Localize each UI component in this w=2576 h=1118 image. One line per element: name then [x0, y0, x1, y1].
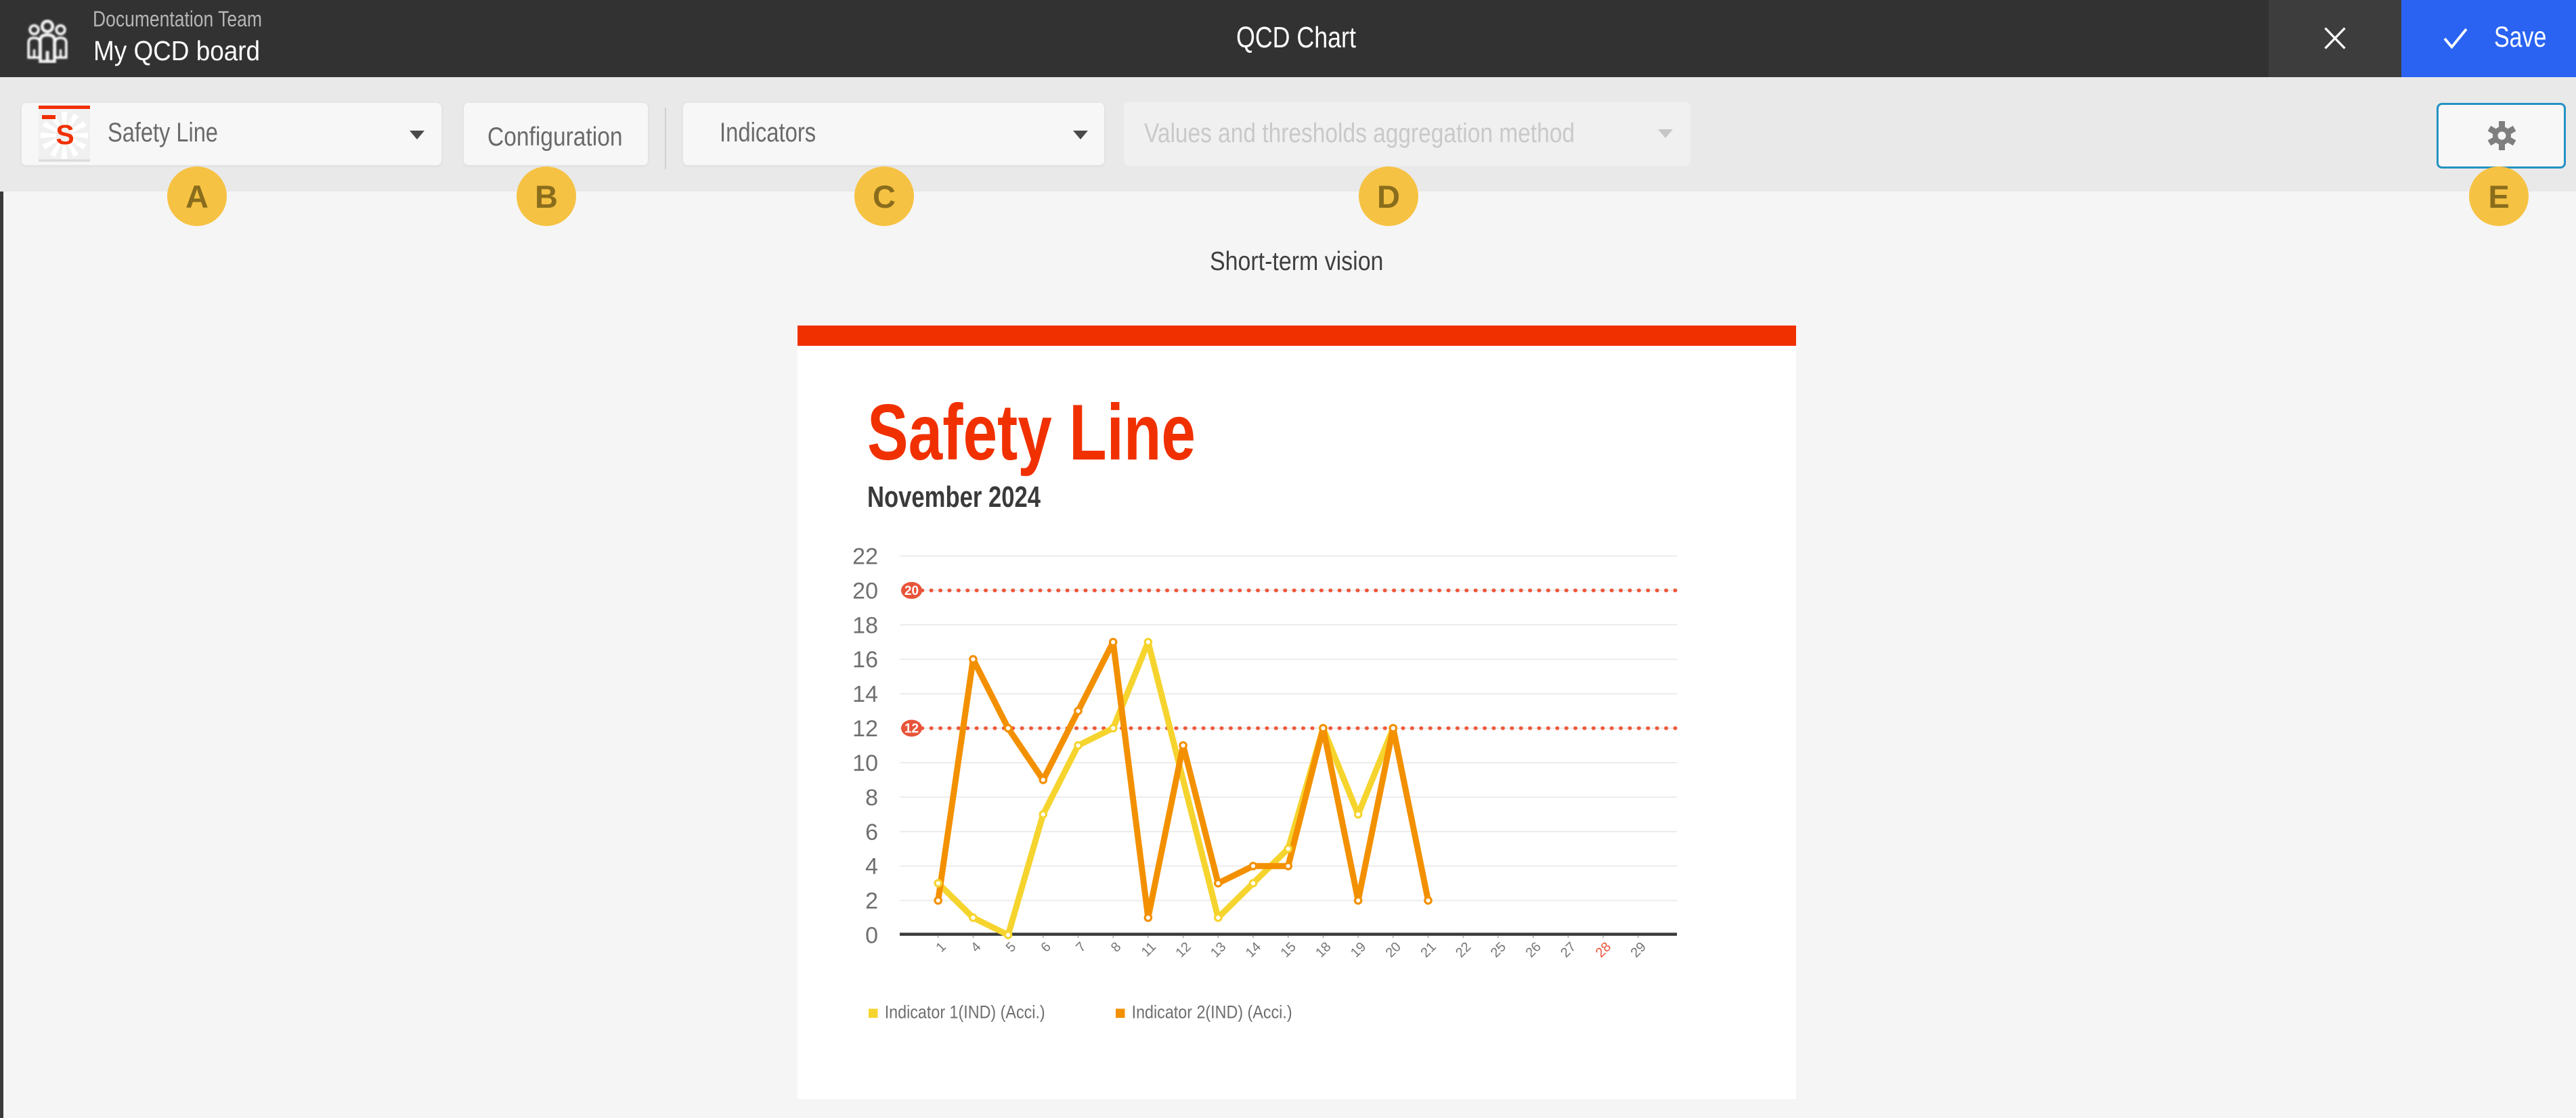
svg-text:10: 10: [852, 751, 878, 776]
svg-text:15: 15: [1278, 939, 1299, 960]
svg-text:22: 22: [1453, 939, 1474, 960]
svg-text:16: 16: [852, 647, 878, 673]
svg-text:6: 6: [865, 820, 878, 845]
svg-text:14: 14: [1243, 939, 1264, 960]
svg-text:11: 11: [1139, 939, 1159, 960]
svg-text:8: 8: [865, 785, 878, 811]
svg-text:29: 29: [1628, 939, 1649, 960]
svg-text:2: 2: [865, 889, 878, 914]
svg-text:27: 27: [1558, 939, 1579, 960]
svg-text:S: S: [56, 119, 74, 150]
svg-text:20: 20: [1383, 939, 1404, 960]
svg-text:21: 21: [1418, 939, 1439, 960]
svg-text:20: 20: [852, 578, 878, 604]
svg-text:14: 14: [852, 681, 878, 707]
svg-text:22: 22: [852, 544, 878, 570]
svg-text:18: 18: [852, 612, 878, 638]
svg-text:5: 5: [1003, 939, 1019, 955]
svg-text:26: 26: [1523, 939, 1544, 960]
svg-text:4: 4: [865, 854, 878, 880]
svg-text:0: 0: [865, 923, 878, 949]
svg-text:13: 13: [1208, 939, 1229, 960]
svg-text:18: 18: [1313, 939, 1334, 960]
svg-text:6: 6: [1039, 939, 1054, 955]
svg-text:20: 20: [904, 584, 919, 598]
svg-text:12: 12: [904, 722, 919, 736]
svg-text:12: 12: [852, 716, 878, 742]
svg-text:19: 19: [1348, 939, 1369, 960]
svg-text:12: 12: [1173, 939, 1194, 960]
svg-text:25: 25: [1488, 939, 1509, 960]
svg-text:1: 1: [933, 939, 948, 955]
svg-text:28: 28: [1593, 939, 1614, 960]
svg-text:8: 8: [1108, 939, 1124, 955]
svg-text:Indicator 2(IND) (Acci.): Indicator 2(IND) (Acci.): [1132, 1002, 1292, 1023]
svg-text:Indicator 1(IND) (Acci.): Indicator 1(IND) (Acci.): [885, 1002, 1045, 1023]
svg-text:7: 7: [1073, 939, 1089, 955]
svg-text:4: 4: [968, 939, 984, 955]
